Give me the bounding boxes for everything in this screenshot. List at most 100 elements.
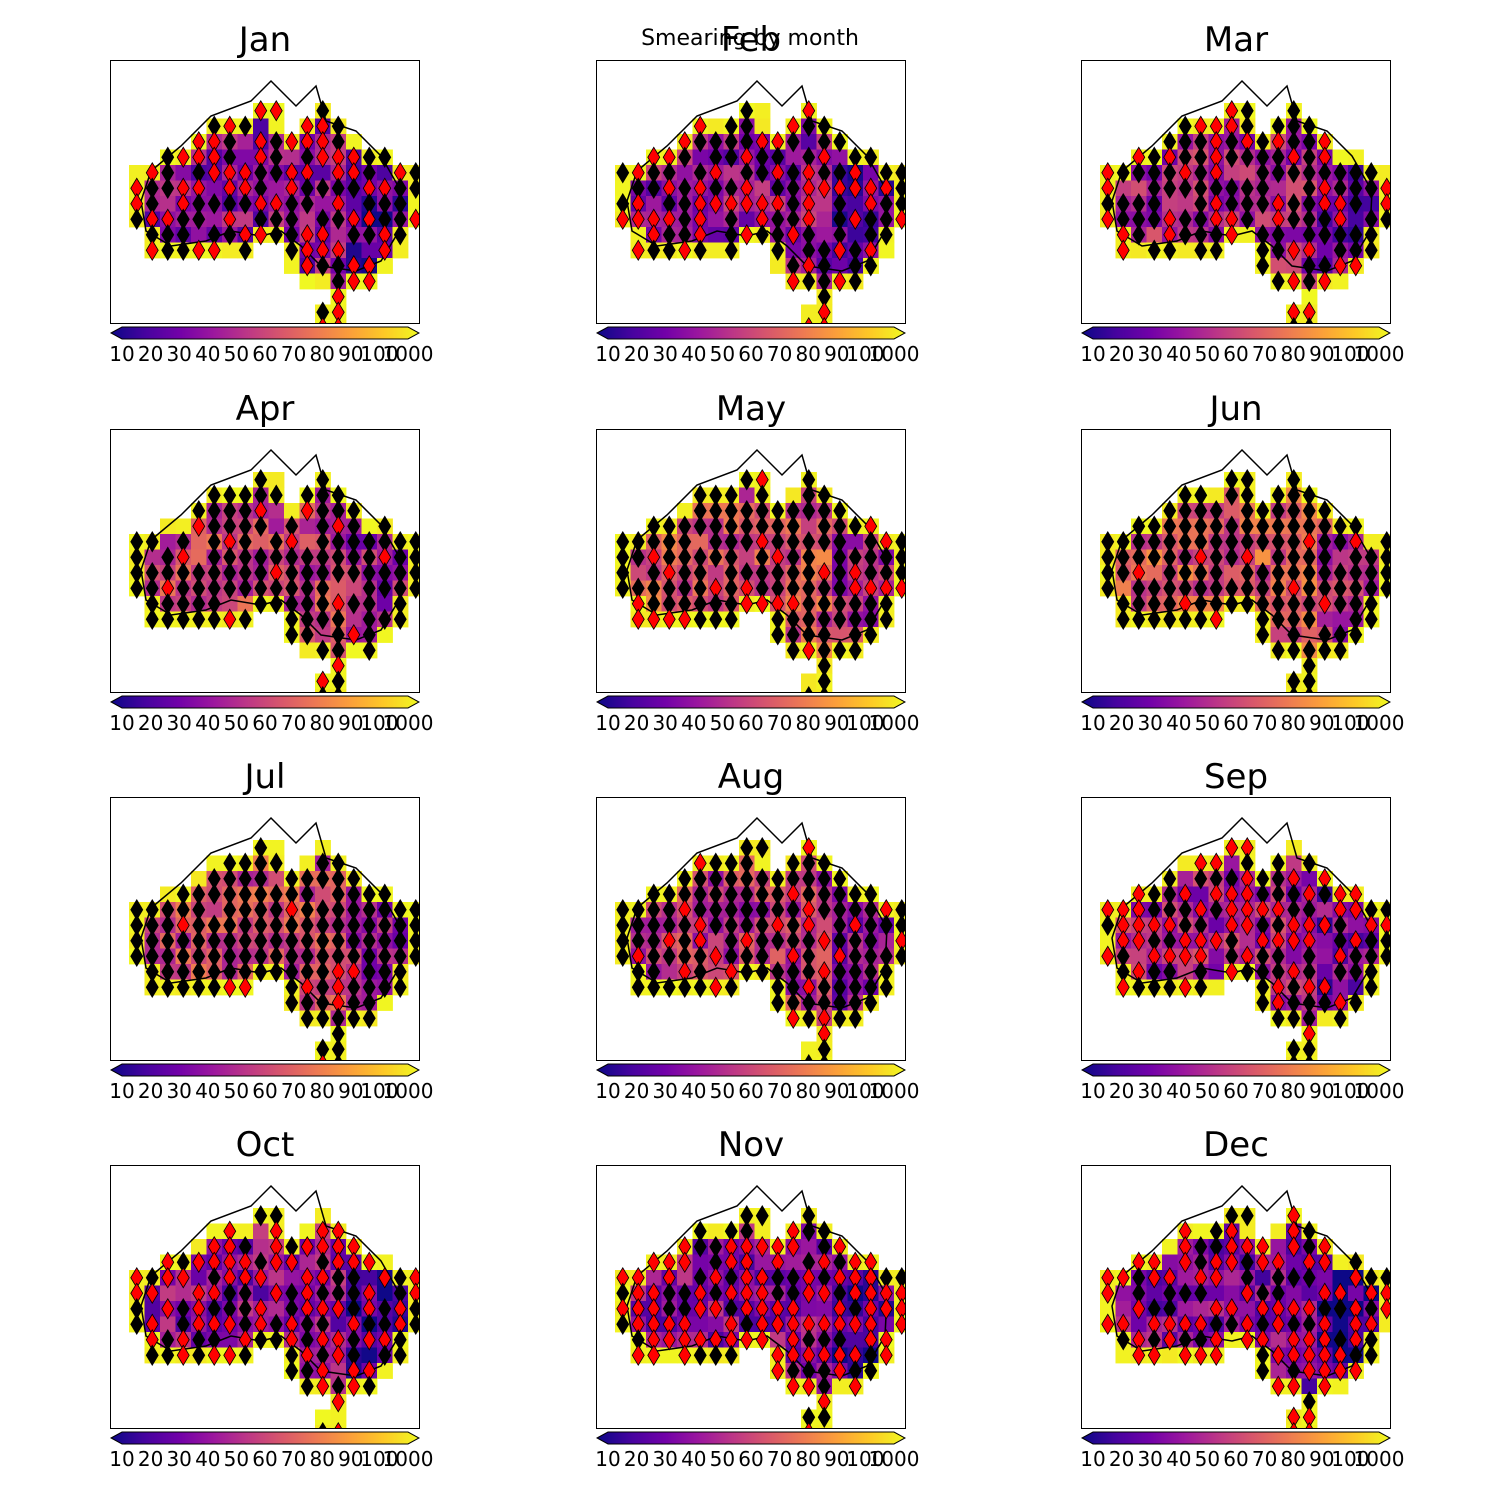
black-marker: [724, 976, 738, 999]
red-marker: [300, 254, 314, 277]
colorbar-body: [1081, 1431, 1391, 1445]
colorbar-tick-label: 1000: [1353, 1079, 1405, 1103]
red-marker: [331, 1390, 345, 1413]
red-marker: [176, 146, 190, 169]
black-marker: [1271, 639, 1285, 662]
black-marker: [616, 577, 630, 600]
black-marker: [1256, 254, 1270, 277]
black-marker: [693, 515, 707, 538]
black-marker: [334, 1053, 342, 1060]
colorbar-labels: 10 20 30 40 50 60 70 80 90 100 1000: [1080, 342, 1411, 366]
red-marker: [1256, 1251, 1270, 1274]
heatmap-cell: [1193, 1223, 1209, 1240]
black-marker: [1209, 898, 1223, 921]
black-marker: [130, 577, 144, 600]
colorbar-tick-label: 60: [1223, 1079, 1249, 1103]
black-marker: [238, 239, 252, 262]
heatmap-cell: [1177, 242, 1194, 259]
heatmap-cell: [770, 258, 786, 274]
red-marker: [1178, 1251, 1192, 1274]
red-marker: [378, 1266, 392, 1289]
red-marker: [1380, 1297, 1390, 1320]
black-marker: [1333, 530, 1347, 553]
colorbar-tick-label: 60: [252, 711, 278, 735]
red-marker: [1271, 1375, 1285, 1398]
colorbar-tick-label: 90: [824, 711, 850, 735]
colorbar-tick-label: 20: [1108, 342, 1135, 366]
black-marker: [1349, 623, 1363, 646]
black-marker: [1194, 239, 1208, 262]
black-marker: [1333, 639, 1347, 662]
red-marker: [1178, 1344, 1192, 1367]
heatmap-cell: [1239, 933, 1256, 949]
black-marker: [740, 960, 754, 983]
colorbar-labels: 10 20 30 40 50 60 70 80 90 100 1000: [109, 711, 440, 735]
heatmap-cell: [330, 227, 347, 243]
black-marker: [786, 130, 800, 153]
colorbar-tick-label: 20: [1108, 1447, 1135, 1471]
colorbar-body: [1081, 1063, 1391, 1077]
red-marker: [1287, 929, 1301, 952]
heatmap-cell: [268, 1270, 285, 1286]
heatmap-cell: [315, 886, 331, 903]
red-marker: [319, 316, 327, 323]
heatmap-cell: [708, 242, 724, 259]
black-marker: [378, 976, 392, 999]
heatmap-cell: [1146, 565, 1163, 581]
red-marker: [207, 1344, 221, 1367]
red-marker: [1194, 1344, 1208, 1367]
colorbar-tick-label: 10: [109, 1079, 135, 1103]
red-marker: [347, 270, 361, 293]
heatmap-cell: [1348, 917, 1364, 934]
heatmap-cell: [299, 518, 316, 535]
heatmap-cell: [1301, 871, 1318, 887]
colorbar-tick-label: 60: [738, 1079, 764, 1103]
red-marker: [662, 608, 676, 631]
colorbar-tick-label: 70: [766, 711, 793, 735]
black-marker: [254, 960, 268, 983]
black-marker: [864, 254, 878, 277]
black-marker: [1240, 208, 1254, 231]
black-marker: [316, 254, 330, 277]
black-marker: [1318, 883, 1332, 906]
heatmap-cell: [1317, 242, 1333, 259]
red-marker: [879, 1297, 893, 1320]
red-marker: [1333, 254, 1347, 277]
heatmap-cell: [377, 1254, 393, 1271]
heatmap-cell: [1224, 855, 1240, 872]
black-marker: [300, 192, 314, 215]
map-frame: [596, 60, 906, 324]
colorbar-tick-label: 100: [360, 1447, 399, 1471]
black-marker: [802, 1220, 816, 1243]
colorbar-labels: 10 20 30 40 50 60 70 80 90 100 1000: [595, 1447, 926, 1471]
red-marker: [192, 515, 206, 538]
colorbar-tick-label: 100: [360, 711, 399, 735]
black-marker: [895, 945, 905, 968]
black-marker: [1132, 608, 1146, 631]
black-marker: [1349, 192, 1363, 215]
heatmap-cell: [315, 273, 331, 290]
black-marker: [316, 177, 330, 200]
colorbar-tick-label: 10: [1080, 342, 1106, 366]
heatmap-cell: [1131, 1316, 1147, 1333]
black-marker: [347, 1007, 361, 1030]
black-marker: [879, 976, 893, 999]
heatmap-cell: [253, 534, 269, 550]
panel-sep: Sep 10 20 30 40 50 60 70 80 90 100 1000: [1080, 757, 1500, 1105]
black-marker: [693, 130, 707, 153]
black-marker: [300, 623, 314, 646]
black-marker: [316, 1007, 330, 1030]
heatmap-cell: [237, 134, 254, 150]
heatmap-cell: [661, 964, 678, 980]
colorbar-tick-label: 90: [338, 342, 364, 366]
black-marker: [409, 577, 419, 600]
heatmap-cell: [847, 196, 864, 212]
colorbar-tick-label: 60: [738, 342, 764, 366]
black-marker: [879, 223, 893, 246]
black-marker: [285, 1359, 299, 1382]
colorbar-tick-label: 50: [223, 342, 250, 366]
colorbar-tick-label: 10: [1080, 1447, 1106, 1471]
heatmap-cell: [1239, 1223, 1256, 1240]
black-marker: [1101, 914, 1115, 937]
heatmap-cell: [816, 227, 833, 243]
